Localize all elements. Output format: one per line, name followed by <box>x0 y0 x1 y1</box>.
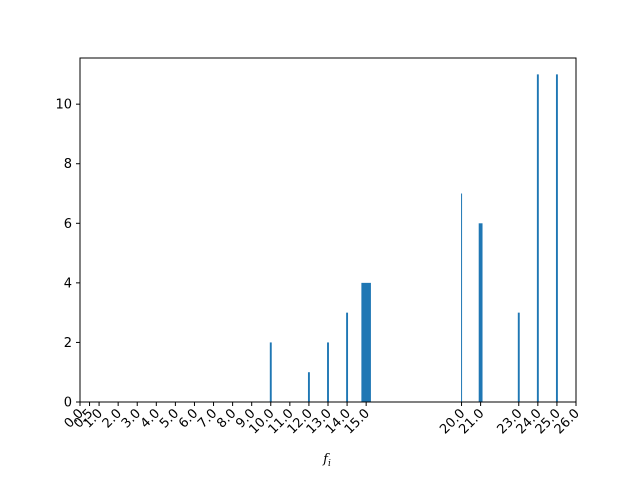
y-tick-label: 0 <box>64 396 72 411</box>
bar-5 <box>461 193 463 402</box>
bar-3 <box>346 312 349 402</box>
bar-2 <box>327 342 329 402</box>
y-tick-label: 8 <box>64 157 72 172</box>
bar-4 <box>361 282 371 402</box>
bar-1 <box>307 372 310 402</box>
bars-layer <box>269 74 558 402</box>
y-ticks: 0 2 4 6 8 10 <box>55 98 80 411</box>
x-axis-label: fi <box>322 452 331 469</box>
bar-9 <box>555 74 558 402</box>
y-tick-label: 6 <box>64 217 72 232</box>
bar-6 <box>478 223 483 402</box>
y-tick-label: 4 <box>64 276 72 291</box>
bar-8 <box>536 74 539 402</box>
bar-7 <box>517 312 520 402</box>
bar-0 <box>269 342 272 402</box>
x-ticks: 0.00.51.02.03.04.05.06.07.08.09.010.011.… <box>62 402 583 437</box>
y-tick-label: 10 <box>55 98 72 113</box>
y-tick-label: 2 <box>64 336 72 351</box>
